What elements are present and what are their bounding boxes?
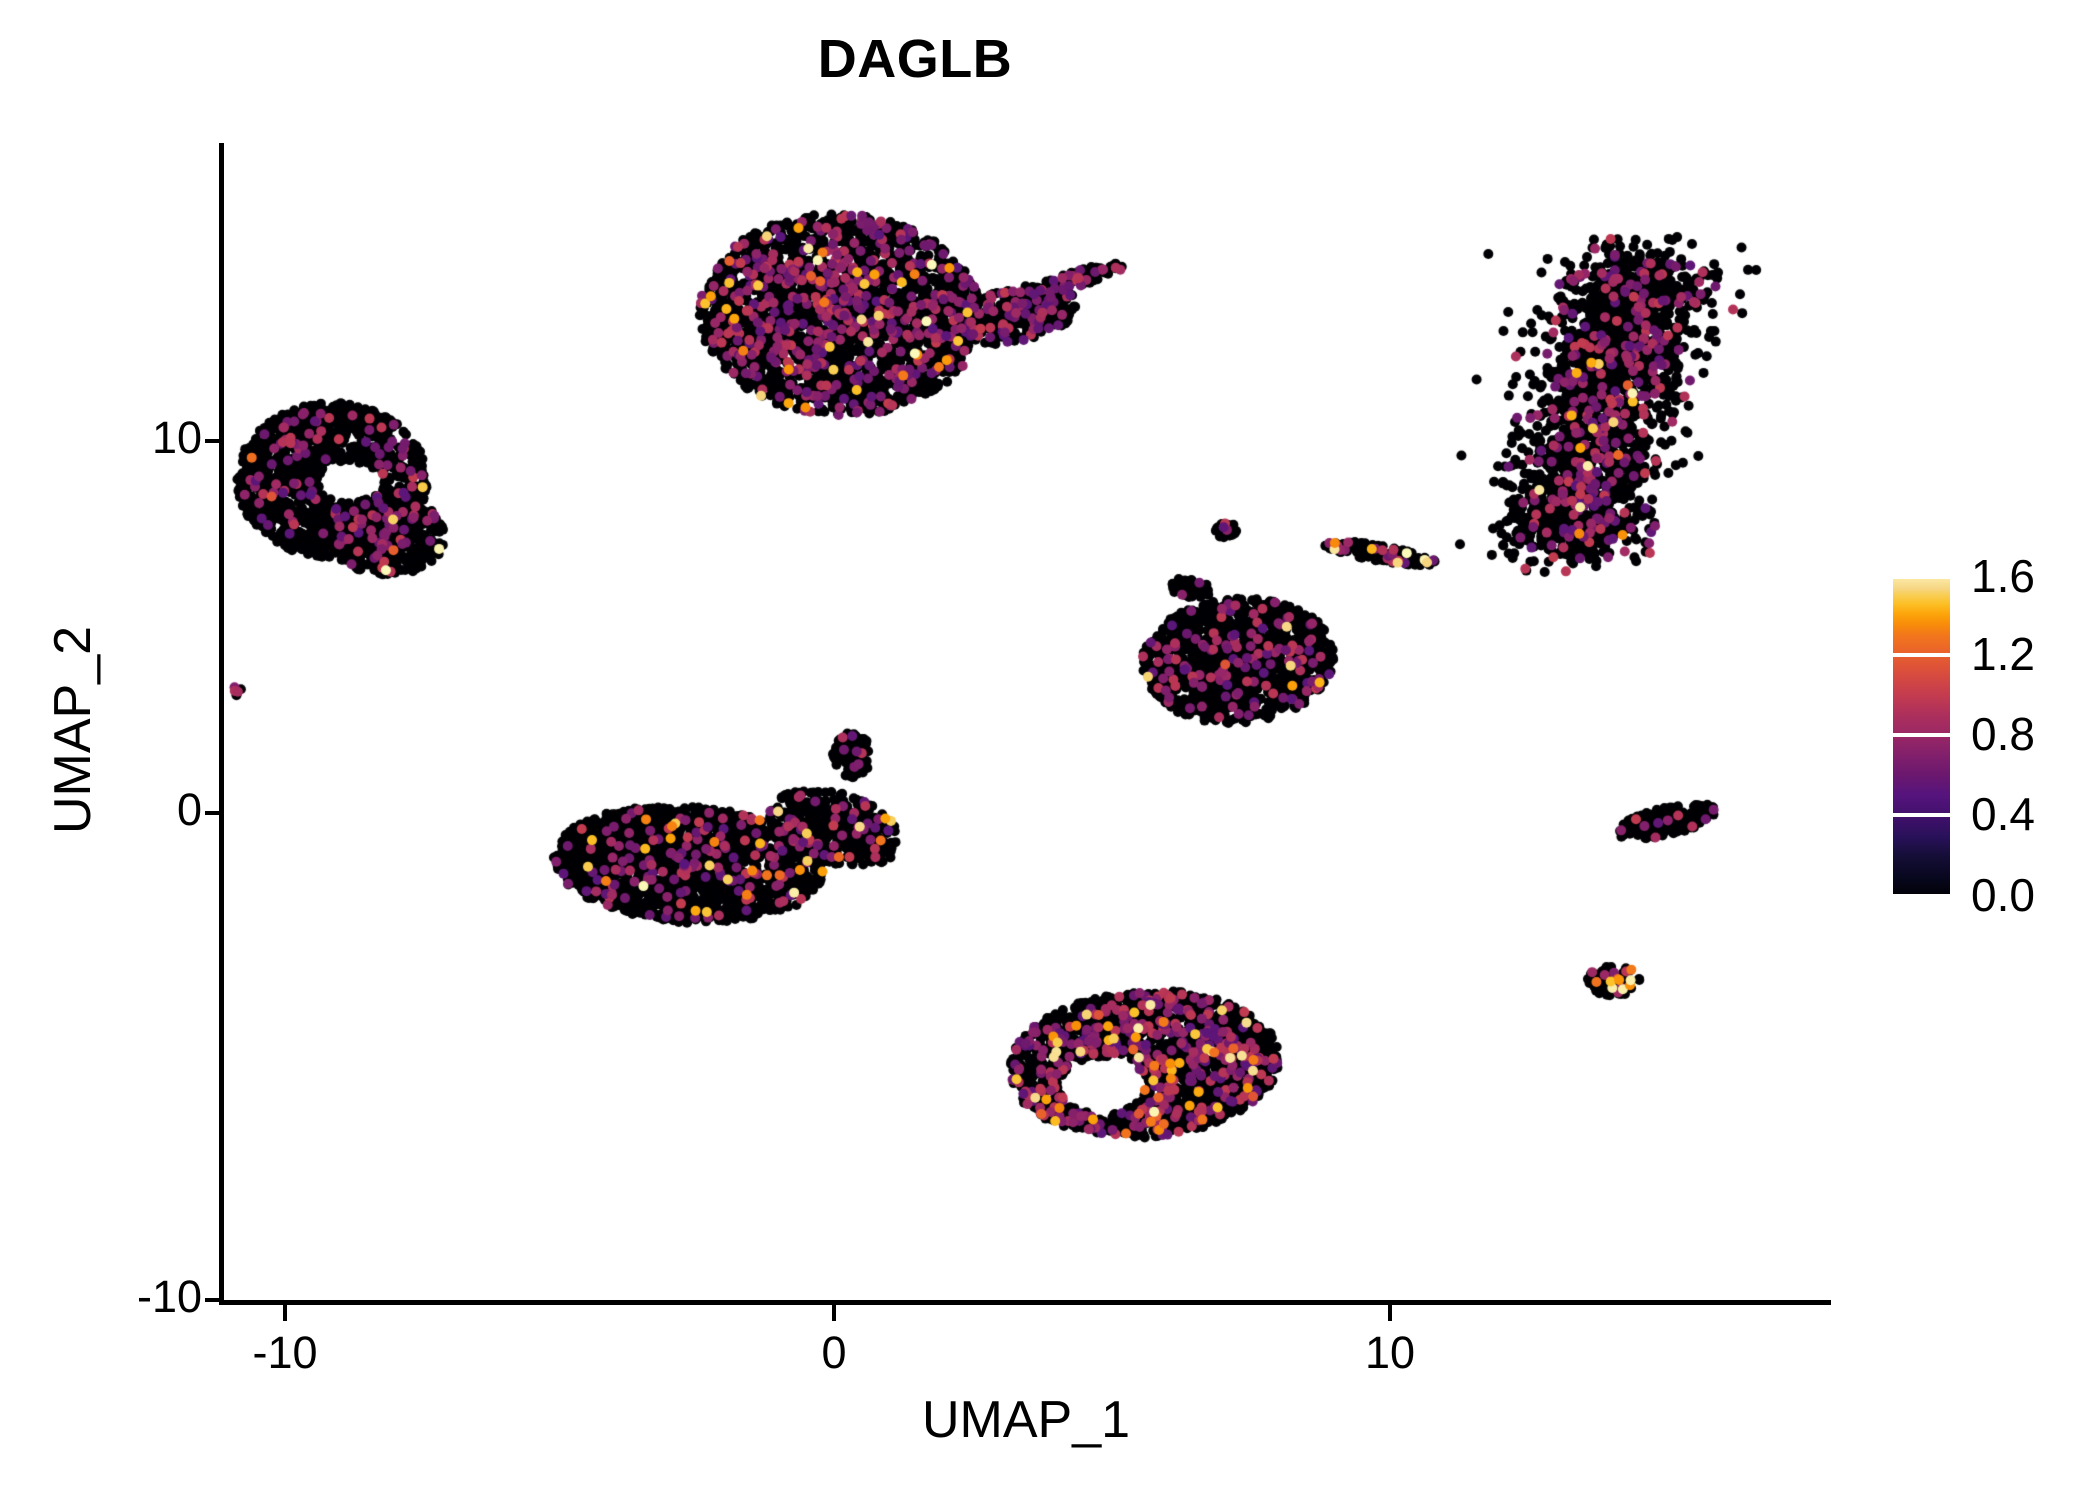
y-tick-mark-0: [205, 811, 221, 815]
x-tick-mark-neg10: [283, 1305, 287, 1321]
y-tick-mark-10: [205, 439, 221, 443]
page-title: DAGLB: [817, 29, 1013, 89]
colorbar-label-1_6: 1.6: [1971, 550, 2035, 602]
colorbar-tick-0_0: [1893, 894, 1950, 898]
y-tick-label-0: 0: [176, 784, 202, 835]
y-tick-label-10: 10: [151, 412, 202, 463]
plot-panel: [222, 143, 1830, 1303]
x-tick-label-10: 10: [1364, 1327, 1416, 1378]
x-axis-line: [219, 1300, 1831, 1305]
x-tick-label-0: 0: [821, 1327, 847, 1378]
y-axis-line: [219, 143, 224, 1305]
x-tick-mark-10: [1388, 1305, 1392, 1321]
colorbar-gradient: [1893, 575, 1950, 898]
x-tick-label-neg10: -10: [252, 1327, 318, 1378]
colorbar-label-0_0: 0.0: [1971, 869, 2035, 921]
colorbar-label-0_8: 0.8: [1971, 708, 2035, 760]
y-tick-label-neg10: -10: [136, 1271, 202, 1322]
colorbar-tick-1_2: [1893, 653, 1950, 657]
colorbar-legend: 1.6 1.2 0.8 0.4 0.0: [1893, 550, 2093, 921]
colorbar-tick-0_4: [1893, 813, 1950, 817]
scatter-canvas: [222, 143, 1830, 1303]
x-axis-title: UMAP_1: [921, 1391, 1131, 1449]
colorbar-label-0_4: 0.4: [1971, 788, 2035, 840]
y-tick-mark-neg10: [205, 1298, 221, 1302]
y-axis-title: UMAP_2: [44, 625, 102, 835]
x-tick-mark-0: [832, 1305, 836, 1321]
colorbar-label-1_2: 1.2: [1971, 628, 2035, 680]
colorbar-tick-0_8: [1893, 733, 1950, 737]
colorbar-tick-1_6: [1893, 575, 1950, 579]
